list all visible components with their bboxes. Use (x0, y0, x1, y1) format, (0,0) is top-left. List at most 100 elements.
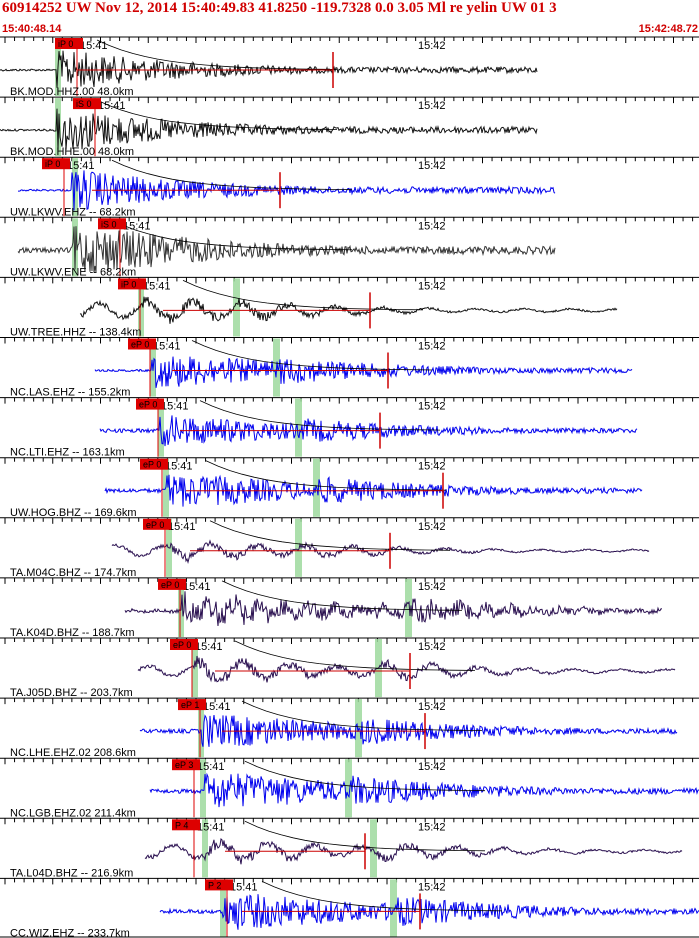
time-label: 15:42 (418, 521, 446, 533)
coda-curve (199, 400, 441, 431)
time-label: 15:41 (80, 40, 108, 52)
station-label: NC.LHE.EHZ.02 208.6km (10, 747, 136, 759)
pick-label: P 2 (208, 880, 221, 890)
station-label: UW.HOG.BHZ -- 169.6km (10, 507, 137, 519)
coda-curve (111, 219, 353, 251)
waveform (104, 474, 643, 507)
pick-label: iP 0 (121, 279, 136, 289)
pick-label: iP 0 (45, 159, 60, 169)
waveform (139, 714, 678, 747)
pick-label: P 4 (175, 820, 188, 830)
coda-curve (261, 881, 503, 912)
waveform (18, 170, 556, 211)
waveform (0, 108, 538, 151)
time-label: 15:41 (161, 401, 189, 413)
pick-label: eP 0 (173, 640, 191, 650)
waveform (0, 50, 538, 88)
pick-box (98, 218, 126, 230)
time-label: 15:41 (230, 881, 258, 893)
trace-panel: 15:41 15:42 P 4 TA.L04D.BHZ -- 216.9km (0, 817, 699, 879)
trace-panel: 15:41 15:42 eP 0 NC.LTI.EHZ -- 163.1km (0, 397, 699, 459)
pick-label: eP 0 (131, 340, 149, 350)
time-label: 15:41 (123, 220, 151, 232)
time-label: 15:41 (153, 341, 181, 353)
pick-label: iS 0 (101, 219, 117, 229)
time-label: 15:41 (203, 701, 231, 713)
time-label: 15:42 (418, 401, 446, 413)
pick-label: iP 0 (58, 39, 73, 49)
trace-panel: 15:41 15:42 eP 1 NC.LHE.EHZ.02 208.6km (0, 697, 699, 759)
pick-box (118, 278, 146, 290)
coda-curve (191, 340, 433, 371)
waveform (159, 894, 699, 930)
window-end-time: 15:42:48.72 (638, 23, 698, 35)
pick-box (55, 38, 83, 49)
window-band (202, 819, 208, 878)
station-label: BK.MOD.HHZ.00 48.0km (10, 86, 133, 98)
time-label: 15:42 (418, 40, 446, 52)
time-label: 15:42 (418, 761, 446, 773)
trace-panel: 15:41 15:42 P 2 CC.WIZ.EHZ -- 233.7km (0, 877, 699, 938)
time-label: 15:42 (418, 220, 446, 232)
coda-curve (96, 39, 338, 70)
window-band-s (233, 278, 240, 337)
waveform (79, 296, 618, 324)
trace-panel: 15:41 15:42 iP 0 UW.TREE.HHZ -- 138.4km (0, 276, 699, 339)
window-band (220, 879, 226, 938)
pick-box (158, 578, 186, 590)
time-label: 15:41 (197, 761, 225, 773)
coda-curve (182, 280, 424, 311)
time-label: 15:41 (183, 581, 211, 593)
trace-panel: 15:41 15:42 iS 0 UW.LKWV.ENE -- 68.2km (0, 216, 699, 278)
pick-box (172, 819, 200, 831)
time-label: 15:42 (418, 881, 446, 893)
pick-box (172, 759, 200, 771)
station-label: BK.MOD.HHE.00 48.0km (10, 146, 134, 158)
time-label: 15:41 (197, 821, 225, 833)
pick-box (205, 879, 233, 891)
waveform (99, 415, 638, 447)
time-label: 15:42 (418, 100, 446, 112)
pick-box (178, 699, 206, 711)
station-label: CC.WIZ.EHZ -- 233.7km (10, 928, 130, 938)
time-label: 15:42 (418, 461, 446, 473)
pick-label: eP 3 (175, 760, 193, 770)
event-title: 60914252 UW Nov 12, 2014 15:40:49.83 41.… (2, 0, 557, 16)
trace-panel: 15:41 15:42 eP 0 TA.K04D.BHZ -- 188.7km (0, 577, 699, 639)
station-label: UW.LKWV.EHZ -- 68.2km (10, 206, 136, 218)
station-label: TA.K04D.BHZ -- 188.7km (10, 627, 135, 639)
station-label: NC.LTI.EHZ -- 163.1km (10, 447, 125, 459)
trace-panel: 15:41 15:42 eP 0 UW.HOG.BHZ -- 169.6km (0, 457, 699, 519)
time-label: 15:42 (418, 341, 446, 353)
event-header: 60914252 UW Nov 12, 2014 15:40:49.83 41.… (0, 0, 699, 38)
station-label: NC.LAS.EHZ -- 155.2km (10, 387, 130, 399)
window-band-s (295, 518, 302, 577)
pick-box (143, 518, 171, 530)
trace-panel: 15:41 15:42 iP 0 BK.MOD.HHZ.00 48.0km (0, 36, 699, 98)
window-band (72, 218, 78, 277)
time-label: 15:42 (418, 701, 446, 713)
pick-box (42, 158, 70, 170)
waveform (137, 655, 676, 683)
waveform (111, 539, 650, 565)
coda-curve (241, 700, 483, 731)
time-label: 15:41 (67, 160, 95, 172)
trace-panel: 15:41 15:42 eP 0 NC.LAS.EHZ -- 155.2km (0, 337, 699, 399)
window-band (138, 278, 144, 337)
coda-curve (96, 99, 338, 130)
pick-label: eP 0 (161, 580, 179, 590)
time-label: 15:42 (418, 581, 446, 593)
station-label: NC.LGB.EHZ.02 211.4km (10, 807, 136, 819)
trace-panel: 15:41 15:42 eP 0 TA.J05D.BHZ -- 203.7km (0, 637, 699, 699)
window-band-s (405, 578, 412, 637)
pick-label: eP 0 (139, 400, 157, 410)
time-label: 15:42 (418, 280, 446, 292)
window-band (200, 759, 206, 818)
window-band (198, 699, 204, 758)
waveform (94, 356, 633, 388)
window-band (55, 98, 61, 157)
time-label: 15:41 (168, 521, 196, 533)
waveform (124, 591, 663, 626)
